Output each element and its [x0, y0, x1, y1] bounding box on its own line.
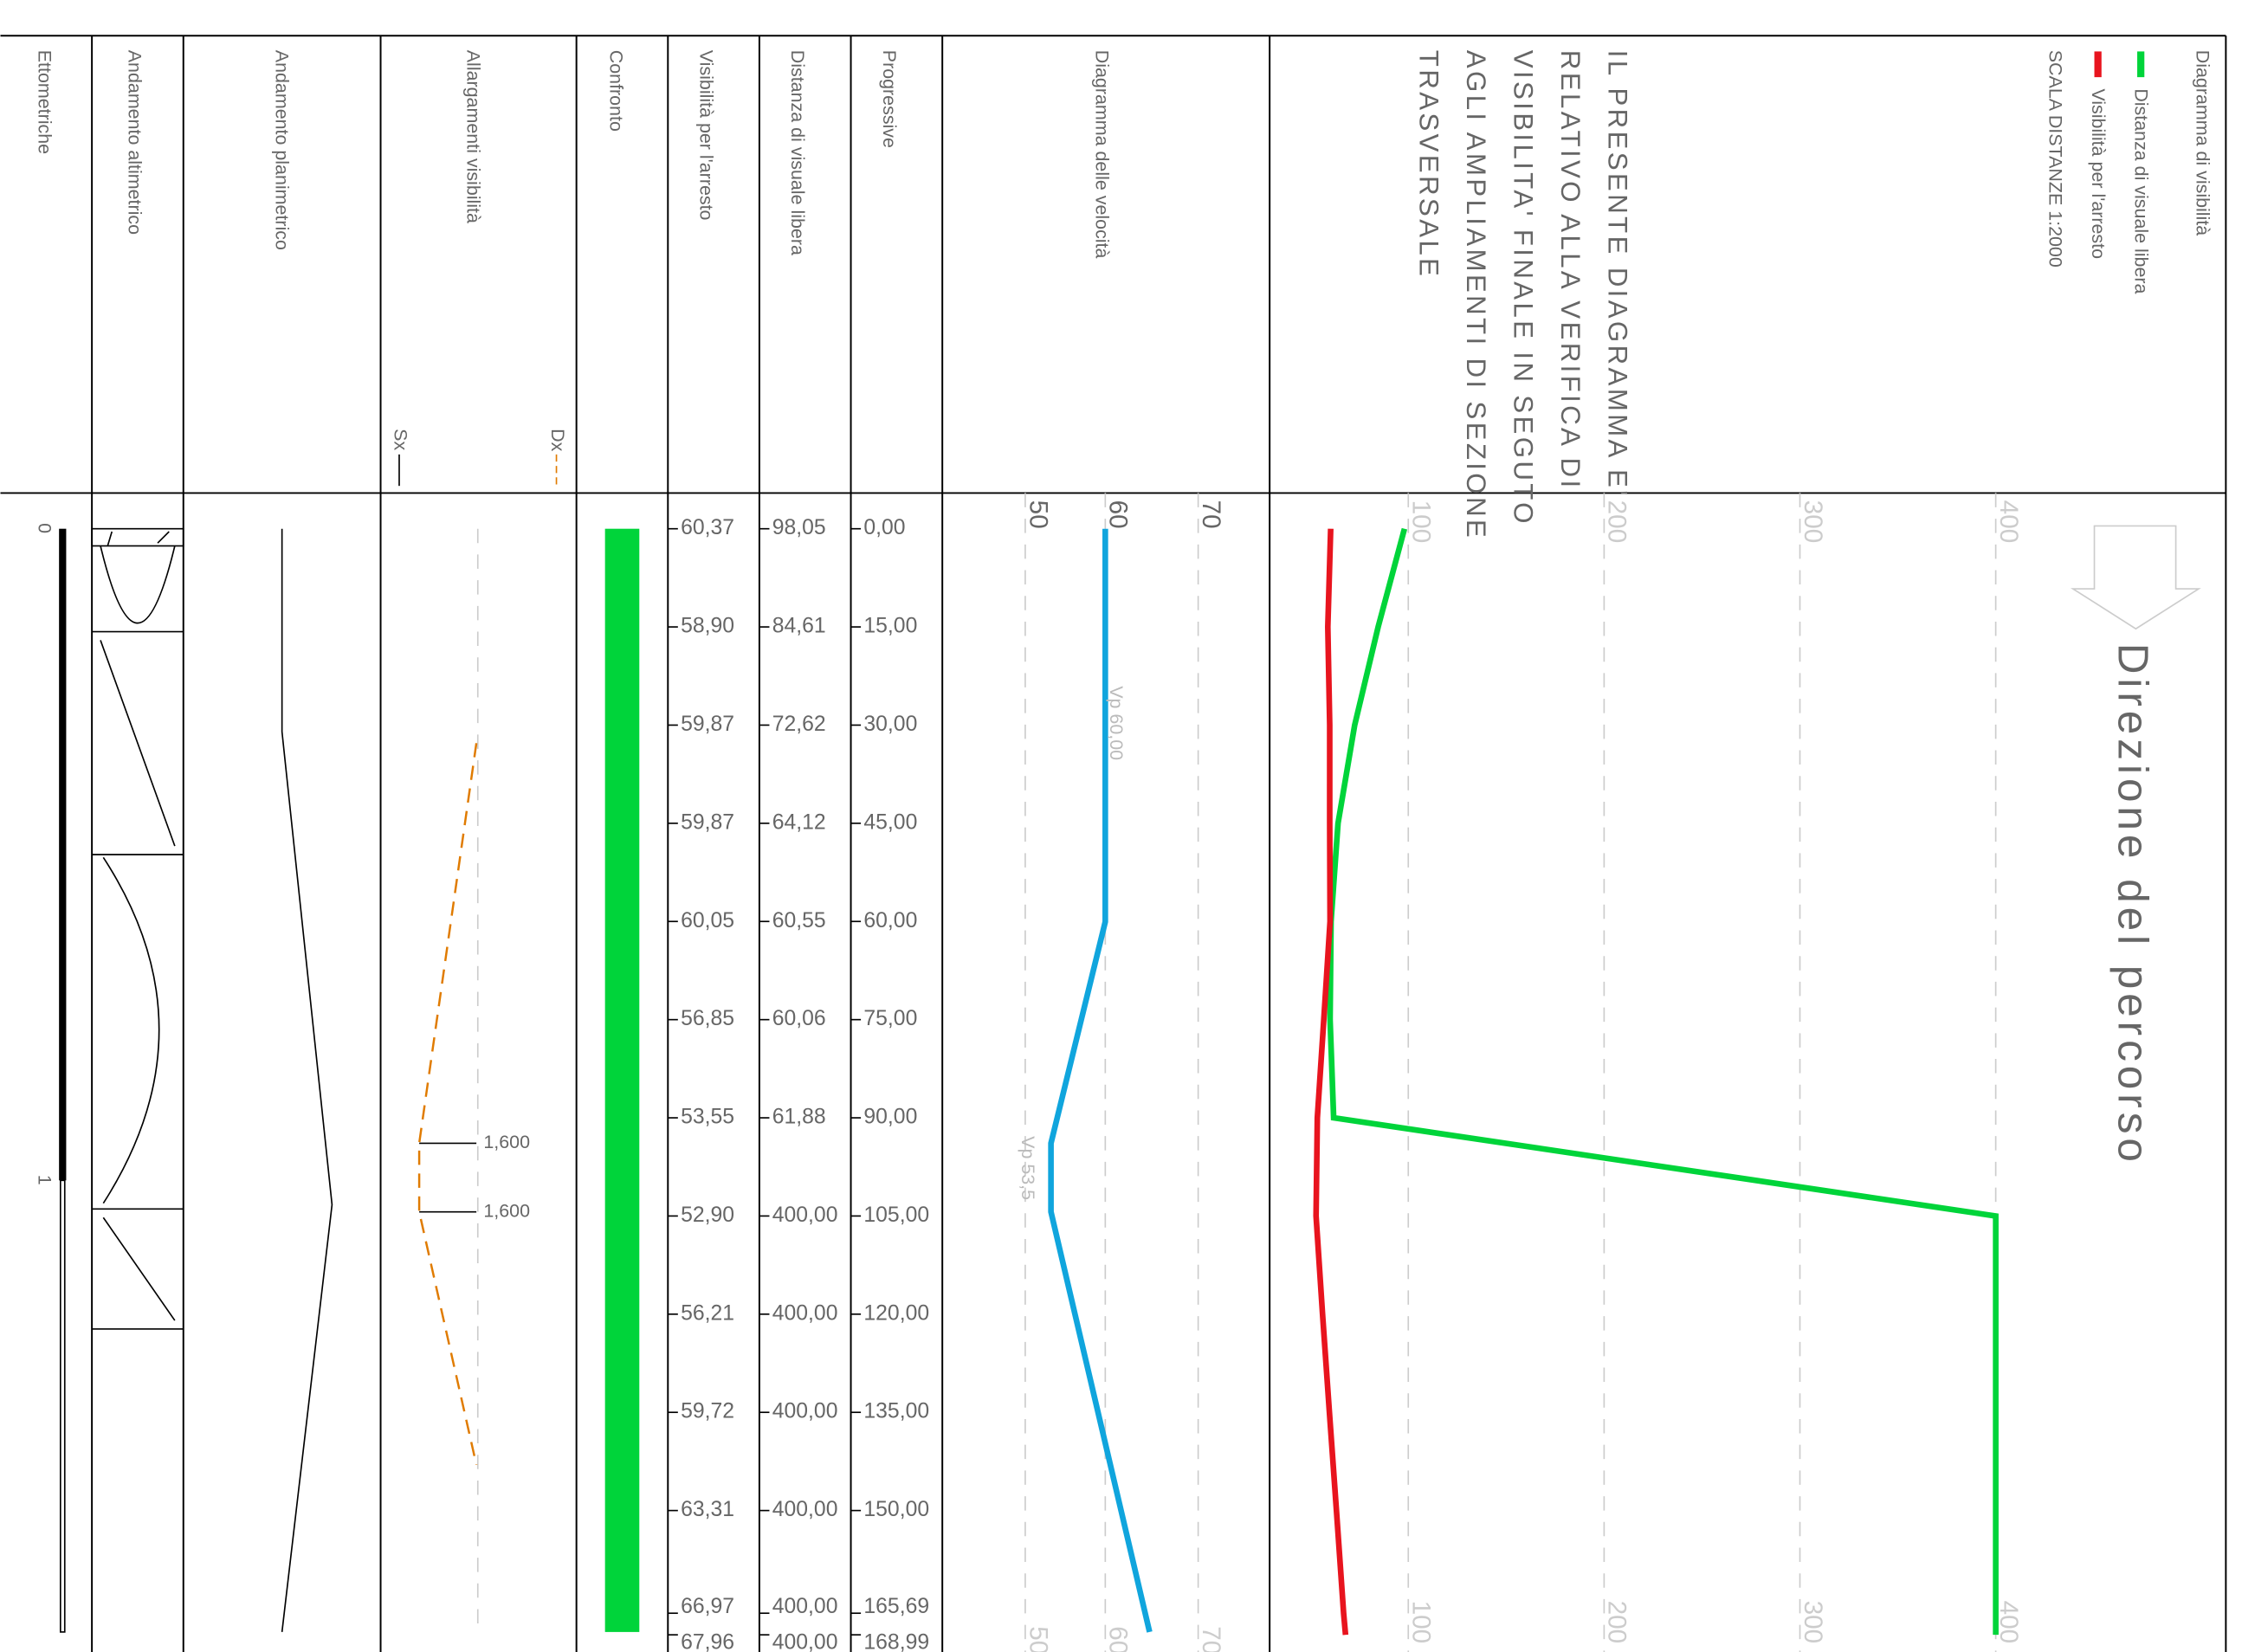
scale-label: 400 — [1994, 500, 2023, 544]
column-header: Confronto — [606, 50, 627, 132]
row-value: 400,00 — [772, 1400, 838, 1423]
widening-label: 1,600 — [483, 1200, 530, 1221]
column-header: Andamento planimetrico — [271, 50, 292, 250]
frame — [0, 35, 2227, 1652]
row-value: 135,00 — [863, 1400, 929, 1423]
row-value: 168,99 — [863, 1631, 929, 1652]
scale-label: 70 — [1197, 1626, 1225, 1652]
row-value: 0,00 — [863, 516, 905, 539]
free-sight-line — [1327, 527, 1999, 1636]
row-value: 15,00 — [863, 615, 917, 638]
key-label: Dx — [547, 429, 568, 451]
column-header: Progressive — [879, 50, 900, 148]
row-value: 98,05 — [772, 516, 826, 539]
velocity-profile — [1048, 528, 1153, 1633]
key-label: Sx — [390, 429, 410, 450]
row-value: 84,61 — [772, 615, 826, 638]
hectometer-label: 0 — [34, 523, 55, 533]
column-header: Andamento altimetrico — [124, 50, 145, 235]
row-value: 400,00 — [772, 1204, 838, 1227]
scale-label: 60 — [1104, 500, 1133, 529]
direction-label: Direzione del percorso — [2110, 643, 2157, 1166]
scale-label: 200 — [1603, 500, 1631, 544]
altimetric-profile — [91, 527, 184, 1330]
row-value: 67,96 — [681, 1631, 734, 1652]
legend-title: Diagramma di visibilità — [2193, 50, 2213, 236]
legend-scale: SCALA DISTANZE 1:2000 — [2045, 50, 2066, 268]
row-value: 400,00 — [772, 1631, 838, 1652]
row-value: 59,87 — [681, 713, 734, 736]
row-value: 56,21 — [681, 1301, 734, 1325]
row-value: 64,12 — [772, 810, 826, 834]
widening-label: 1,600 — [483, 1132, 530, 1152]
note-line: RELATIVO ALLA VERIFICA DI — [1555, 50, 1586, 491]
row-value: 53,55 — [681, 1106, 734, 1129]
note-line: TRASVERSALE — [1413, 50, 1444, 280]
row-value: 66,97 — [681, 1595, 734, 1618]
scale-label: 50 — [1024, 500, 1052, 529]
scale-label: 300 — [1799, 500, 1827, 544]
scale-label: 200 — [1603, 1601, 1631, 1644]
scale-label: 70 — [1197, 500, 1225, 529]
row-value: 60,05 — [681, 909, 734, 932]
row-value: 60,00 — [863, 909, 917, 932]
stop-visibility-line — [1313, 528, 1349, 1636]
column-header: Distanza di visuale libera — [787, 50, 808, 255]
row-value: 61,88 — [772, 1106, 826, 1129]
planimetric-profile — [281, 528, 333, 1632]
scale-label: 60 — [1104, 1626, 1133, 1652]
scale-label: 100 — [1407, 1601, 1436, 1644]
hectometer-label: 1 — [34, 1175, 55, 1185]
row-value: 165,69 — [863, 1595, 929, 1618]
note-line: AGLI AMPLIAMENTI DI SEZIONE — [1461, 50, 1491, 540]
row-value: 120,00 — [863, 1301, 929, 1325]
legend-item: Visibilità per l'arresto — [2088, 88, 2109, 259]
row-value: 52,90 — [681, 1204, 734, 1227]
row-value: 58,90 — [681, 615, 734, 638]
column-header: Ettometriche — [34, 50, 55, 154]
row-value: 30,00 — [863, 713, 917, 736]
scale-label: 400 — [1994, 1601, 2023, 1644]
hectometer-bar — [59, 528, 67, 1181]
row-value: 150,00 — [863, 1498, 929, 1521]
row-value: 63,31 — [681, 1498, 734, 1521]
legend-item: Distanza di visuale libera — [2131, 88, 2152, 294]
direction-arrow — [2070, 525, 2201, 630]
row-value: 72,62 — [772, 713, 826, 736]
row-value: 400,00 — [772, 1498, 838, 1521]
column-header: Visibilità per l'arresto — [696, 50, 717, 221]
hectometer-bar — [59, 1179, 66, 1633]
row-value: 45,00 — [863, 810, 917, 834]
note-line: VISIBILITA' FINALE IN SEGUTO — [1508, 50, 1538, 526]
widening-profile — [417, 743, 478, 1466]
row-value: 59,72 — [681, 1400, 734, 1423]
row-value: 60,06 — [772, 1007, 826, 1030]
row-value: 400,00 — [772, 1595, 838, 1618]
scale-label: 50 — [1024, 1626, 1052, 1652]
row-value: 59,87 — [681, 810, 734, 834]
row-value: 90,00 — [863, 1106, 917, 1129]
scale-label: 100 — [1407, 500, 1436, 544]
column-header: Allargamenti visibilità — [462, 50, 483, 223]
legend-swatch — [2137, 51, 2145, 78]
row-value: 56,85 — [681, 1007, 734, 1030]
row-value: 60,37 — [681, 516, 734, 539]
legend-swatch — [2094, 51, 2102, 78]
velocity-label: Vp 60,00 — [1106, 686, 1127, 760]
row-value: 400,00 — [772, 1301, 838, 1325]
row-value: 105,00 — [863, 1204, 929, 1227]
comparison-bar — [604, 528, 640, 1632]
row-value: 75,00 — [863, 1007, 917, 1030]
velocity-label: Vp 53,5 — [1018, 1136, 1038, 1200]
note-line: IL PRESENTE DIAGRAMMA E' — [1602, 50, 1632, 499]
column-header: Diagramma delle velocità — [1092, 50, 1113, 259]
scale-label: 300 — [1799, 1601, 1827, 1644]
row-value: 60,55 — [772, 909, 826, 932]
